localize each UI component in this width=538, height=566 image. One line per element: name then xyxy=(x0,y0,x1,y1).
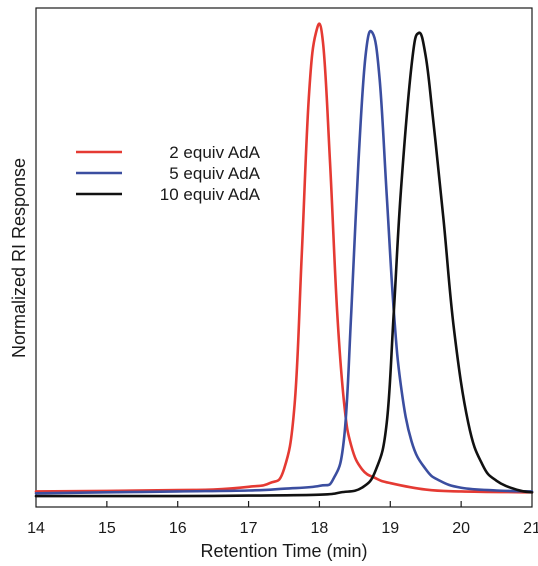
legend: 2 equiv AdA 5 equiv AdA 10 equiv AdA xyxy=(76,143,261,204)
x-tick-label: 21 xyxy=(523,520,538,537)
y-axis-label: Normalized RI Response xyxy=(9,158,29,358)
x-tick-label: 17 xyxy=(240,520,258,537)
series-layer xyxy=(34,22,534,498)
x-axis-ticks: 14 15 16 17 18 19 20 21 xyxy=(27,501,538,537)
legend-label-3: 10 equiv AdA xyxy=(160,185,261,204)
x-tick-label: 19 xyxy=(381,520,399,537)
x-tick-label: 14 xyxy=(27,520,45,537)
series-line-2 xyxy=(34,29,534,495)
plot-frame xyxy=(35,7,533,508)
x-tick-label: 15 xyxy=(98,520,116,537)
x-tick-label: 16 xyxy=(169,520,187,537)
series-line-1 xyxy=(34,22,534,494)
series-line-3 xyxy=(34,31,534,498)
x-tick-label: 20 xyxy=(452,520,470,537)
x-tick-label: 18 xyxy=(311,520,329,537)
x-axis-label: Retention Time (min) xyxy=(200,541,367,561)
legend-label-2: 5 equiv AdA xyxy=(169,164,260,183)
legend-label-1: 2 equiv AdA xyxy=(169,143,260,162)
